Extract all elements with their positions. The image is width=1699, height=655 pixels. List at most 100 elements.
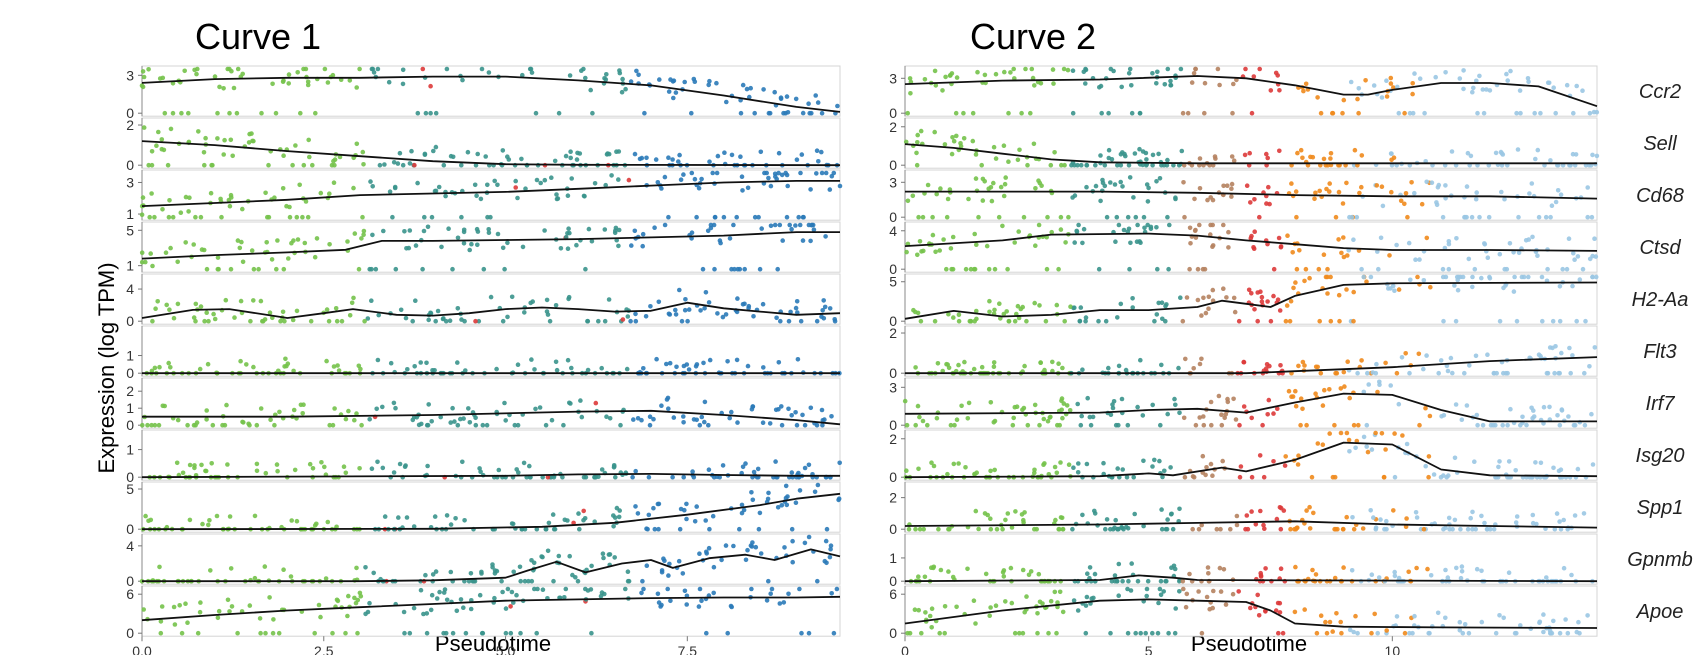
data-point: [426, 317, 432, 323]
data-point: [1454, 565, 1459, 571]
data-point: [979, 364, 985, 370]
data-point: [1361, 274, 1366, 280]
data-point: [150, 318, 155, 324]
data-point: [1351, 318, 1356, 324]
data-point: [1551, 465, 1556, 471]
y-tick-label: 0: [889, 417, 897, 433]
data-point: [630, 474, 635, 480]
data-point: [728, 603, 734, 609]
data-point: [274, 266, 279, 272]
data-point: [479, 569, 484, 575]
data-point: [1340, 201, 1346, 206]
y-tick-label: 1: [889, 550, 897, 566]
data-point: [1148, 226, 1154, 232]
data-point: [640, 578, 645, 584]
data-point: [1364, 444, 1369, 449]
data-point: [1347, 395, 1352, 401]
data-point: [1571, 422, 1577, 428]
data-point: [717, 474, 722, 480]
data-point: [1292, 609, 1298, 615]
data-point: [1594, 153, 1600, 159]
data-point: [1050, 368, 1055, 374]
data-point: [204, 417, 209, 422]
data-point: [686, 367, 692, 372]
y-tick-label: 5: [126, 481, 134, 497]
data-point: [748, 85, 753, 91]
data-point: [705, 228, 711, 234]
data-point: [1320, 442, 1326, 448]
data-point: [991, 180, 996, 186]
data-point: [913, 309, 918, 315]
data-point: [1126, 162, 1132, 168]
data-point: [322, 66, 328, 72]
data-point: [1406, 240, 1412, 246]
data-point: [1512, 274, 1517, 280]
data-point: [1210, 287, 1216, 293]
y-tick-label: 0: [126, 157, 134, 173]
y-tick-label: 3: [889, 174, 897, 190]
data-point: [1205, 197, 1210, 203]
data-point: [466, 406, 471, 411]
data-point: [963, 465, 968, 470]
data-point: [602, 318, 608, 324]
data-point: [1392, 569, 1397, 575]
data-point: [1313, 572, 1319, 577]
data-point: [1300, 359, 1306, 365]
data-point: [486, 70, 492, 75]
data-point: [1453, 402, 1459, 407]
data-point: [1555, 188, 1561, 193]
data-point: [1477, 214, 1482, 220]
data-point: [1374, 361, 1379, 367]
data-point: [1443, 567, 1448, 573]
data-point: [1458, 526, 1463, 532]
data-point: [281, 567, 286, 572]
data-point: [993, 71, 999, 77]
data-point: [1195, 266, 1201, 272]
data-point: [914, 162, 920, 168]
data-point: [1102, 183, 1108, 189]
data-point: [1469, 214, 1475, 220]
data-point: [794, 299, 800, 304]
data-point: [931, 564, 937, 570]
data-point: [1464, 403, 1470, 408]
data-point: [793, 305, 799, 311]
data-point: [1054, 630, 1059, 636]
data-point: [706, 545, 712, 551]
data-point: [1167, 222, 1172, 228]
smooth-curve: [141, 492, 841, 531]
data-point: [352, 231, 358, 236]
data-point: [1056, 361, 1061, 367]
data-point: [1220, 458, 1225, 464]
data-point: [298, 110, 303, 116]
data-point: [1017, 630, 1022, 636]
data-point: [741, 507, 747, 513]
data-point: [779, 172, 785, 178]
data-point: [1155, 630, 1161, 636]
data-point: [444, 597, 450, 603]
data-point: [166, 214, 172, 220]
data-point: [207, 518, 212, 523]
data-point: [1353, 445, 1358, 451]
data-point: [920, 214, 926, 220]
data-point: [776, 407, 781, 412]
data-point: [1058, 460, 1063, 465]
data-point: [1257, 453, 1263, 458]
data-point: [552, 526, 558, 532]
data-point: [1237, 474, 1243, 480]
data-point: [1201, 295, 1206, 301]
data-point: [1540, 318, 1545, 324]
data-point: [1392, 431, 1397, 436]
data-point: [808, 405, 814, 411]
data-point: [1150, 71, 1155, 76]
data-point: [1328, 318, 1334, 324]
data-point: [735, 420, 740, 425]
data-point: [1392, 573, 1398, 579]
data-point: [481, 266, 487, 272]
data-point: [513, 185, 518, 190]
data-point: [152, 365, 158, 371]
data-point: [1566, 236, 1572, 241]
data-point: [1120, 467, 1125, 472]
data-point: [1231, 158, 1237, 163]
